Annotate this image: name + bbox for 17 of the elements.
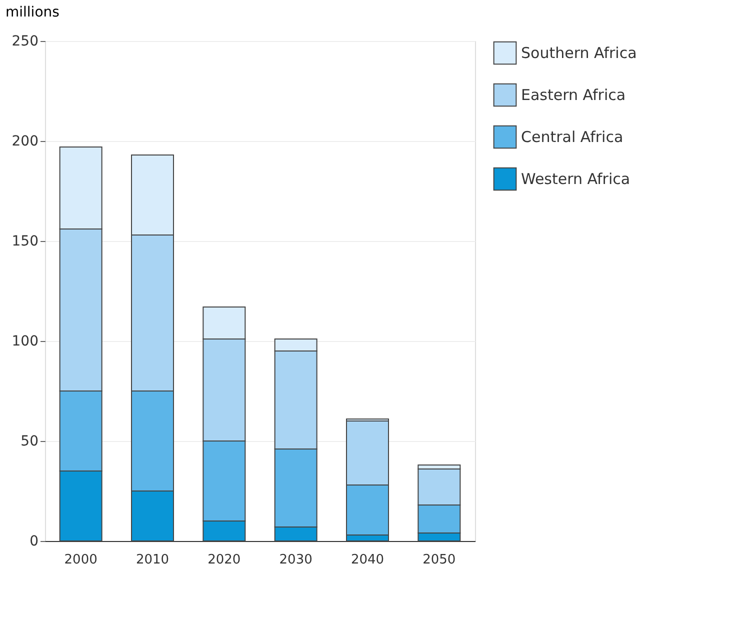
legend-label: Central Africa: [521, 128, 624, 146]
y-tick-label: 150: [12, 234, 38, 250]
x-tick-label: 2050: [422, 552, 456, 568]
x-tick-label: 2040: [350, 552, 384, 568]
legend-label: Southern Africa: [521, 44, 637, 62]
y-tick-label: 200: [12, 134, 38, 150]
x-tick-label: 2020: [208, 552, 241, 568]
x-tick-label: 2030: [279, 552, 312, 568]
legend-label: Eastern Africa: [521, 86, 626, 104]
x-tick-label: 2000: [64, 552, 98, 568]
y-tick-label: 0: [30, 534, 38, 550]
x-tick-label: 2010: [136, 552, 170, 568]
y-tick-label: 100: [12, 334, 38, 350]
legend-label: Western Africa: [521, 170, 630, 188]
y-axis-title: millions: [6, 4, 60, 20]
y-tick-label: 50: [20, 434, 38, 450]
y-tick-label: 250: [12, 34, 38, 50]
